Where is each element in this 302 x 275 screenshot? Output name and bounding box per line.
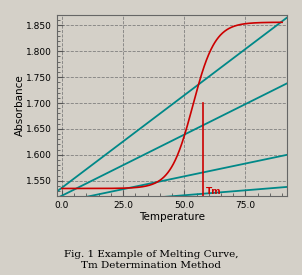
X-axis label: Temperature: Temperature	[139, 211, 205, 221]
Text: Fig. 1 Example of Melting Curve,
Tm Determination Method: Fig. 1 Example of Melting Curve, Tm Dete…	[64, 250, 238, 270]
Text: Tm: Tm	[206, 187, 222, 196]
Y-axis label: Absorbance: Absorbance	[15, 75, 25, 136]
